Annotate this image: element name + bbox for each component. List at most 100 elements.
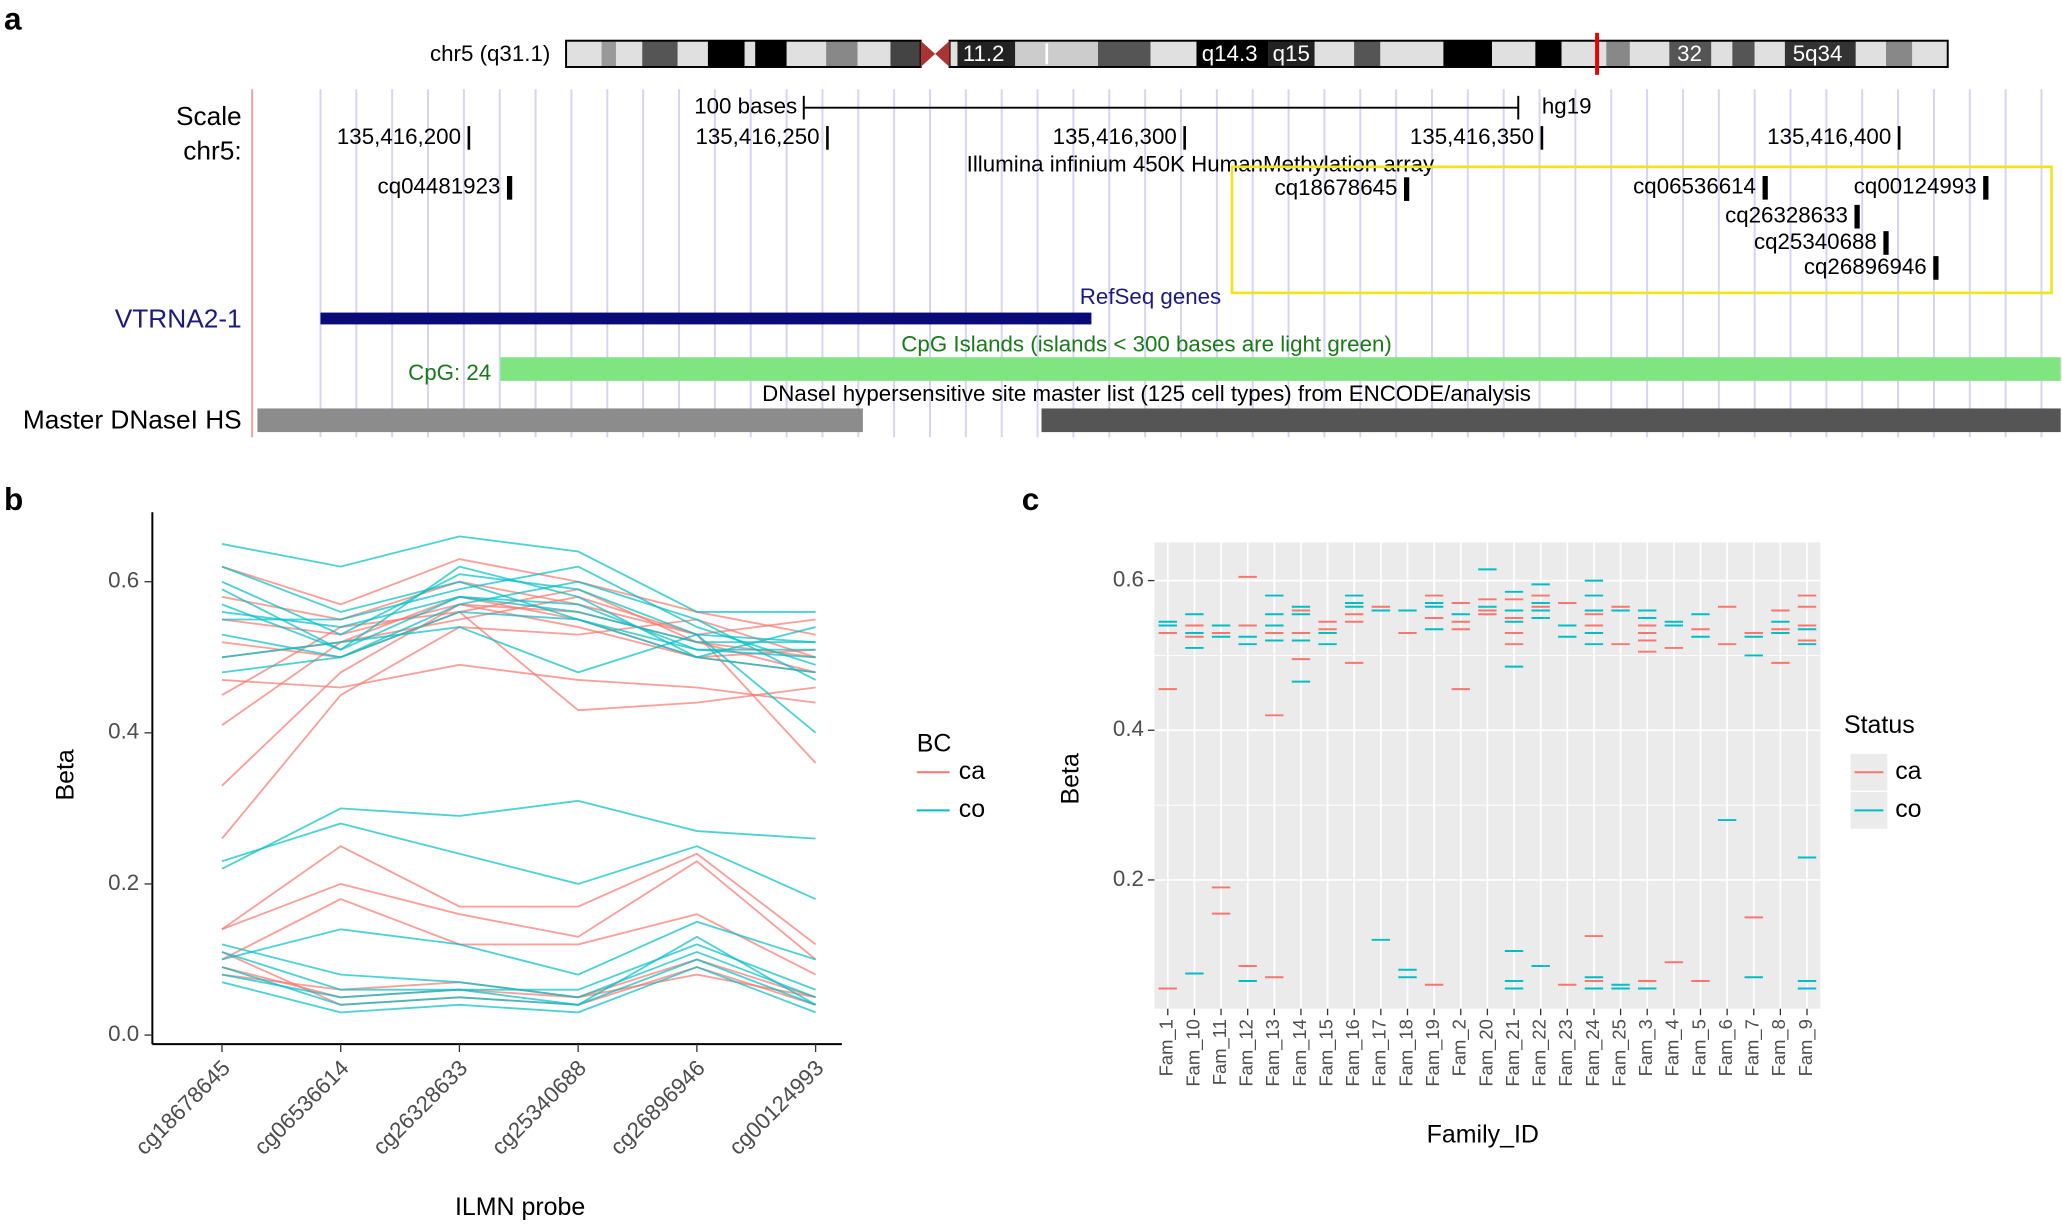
probe-label: cq26896946 [1804,254,1927,279]
legend-title: Status [1844,711,1915,739]
x-tick-label: Fam_10 [1182,1019,1204,1086]
dnase-bar [257,408,863,433]
gene-label: VTRNA2-1 [115,303,242,333]
chrom-label: chr5: [183,135,241,165]
probe-label: cq25340688 [1754,229,1877,254]
probe-label: cq26328633 [1725,203,1848,228]
series-line [221,966,816,1014]
x-tick-label: Fam_24 [1582,1019,1604,1086]
scale-label: Scale [176,101,242,131]
cpg-label: CpG: 24 [408,360,491,385]
assembly-label: hg19 [1542,94,1592,119]
x-tick-label: Fam_23 [1555,1019,1577,1086]
x-tick-label: cg18678645 [130,1055,235,1160]
cpg-bar [500,357,2061,381]
legend-label: co [959,795,985,823]
x-tick-label: Fam_22 [1529,1019,1551,1086]
chromosome-band [707,40,745,67]
series-line [221,663,816,704]
series-line [221,610,816,712]
chromosome-band [1314,40,1355,67]
centromere [920,40,950,67]
gene-bar [320,312,1092,325]
series-line [221,845,817,946]
x-tick-label: Fam_17 [1369,1019,1391,1086]
position-label: 135,416,350 [1410,124,1534,149]
x-tick-label: cg26328633 [368,1055,473,1160]
scale-bar [802,95,1520,120]
chromosome-band [957,40,1016,67]
probe-mark [1403,177,1410,201]
band-label: q15 [1273,41,1310,66]
y-tick-label: 0.4 [1113,716,1144,741]
x-tick-label: cg25340688 [487,1055,592,1160]
legend-label: ca [959,757,985,785]
chromosome-band [1535,40,1562,67]
y-tick-label: 0.6 [108,568,139,593]
probe-mark [1854,204,1860,229]
y-axis-title: Beta [1056,753,1084,804]
x-tick-label: Fam_4 [1662,1019,1684,1076]
chromosome-band [1015,40,1098,67]
chromosome-band [1268,40,1315,67]
series-line [221,920,816,976]
series-line [221,595,816,659]
chromosome-band [1629,40,1670,67]
y-tick-label: 0.2 [1113,866,1144,891]
series-line [221,860,817,961]
series-line [221,935,817,1006]
x-tick-label: Fam_16 [1342,1019,1364,1086]
x-tick-label: Fam_20 [1475,1019,1497,1086]
panel-label: b [4,481,23,517]
probe-mark [1762,175,1768,200]
series-line [221,618,816,840]
series-line [221,595,816,644]
chromosome-band [566,40,602,67]
x-tick-label: Fam_11 [1209,1019,1231,1085]
chromosome-band [1669,40,1712,67]
x-tick-label: cg00124993 [724,1055,829,1160]
dnase-bar [1041,408,2061,433]
x-tick-label: Fam_9 [1795,1019,1817,1076]
x-tick-label: Fam_12 [1236,1019,1258,1086]
series-line [221,611,816,674]
chromosome-band [1912,40,1948,67]
x-tick-label: cg26896946 [605,1055,710,1160]
x-tick-label: Fam_18 [1395,1019,1417,1086]
series-line [221,943,816,991]
track-label: DNaseI hypersensitive site master list (… [762,381,1531,406]
position-label: 135,416,200 [337,124,461,149]
chromosome-band [1354,40,1381,67]
series-line [221,565,816,651]
chromosome-label: chr5 (q31.1) [430,41,550,66]
x-tick-label: Fam_8 [1768,1019,1790,1076]
band-label: 11.2 [963,41,1005,66]
probe-label: cq04481923 [378,174,501,199]
chromosome-band [1443,40,1492,67]
dnase-label: Master DNaseI HS [23,405,242,435]
chromosome-band [826,40,858,67]
x-tick-label: Fam_14 [1289,1019,1311,1086]
chromosome-band [1732,40,1755,67]
band-label: q14.3 [1202,41,1258,66]
x-tick-label: Fam_1 [1156,1019,1178,1076]
y-tick-label: 0.2 [108,870,139,895]
series-line [221,580,817,681]
highlight-box [1230,165,2053,295]
chromosome-band [1196,40,1269,67]
chromosome-band [1784,40,1856,67]
chromosome-band [677,40,708,67]
series-line [221,558,816,636]
scale-bar-label: 100 bases [694,94,797,119]
chromosome-band [1097,40,1151,67]
probe-label: cq00124993 [1854,174,1977,199]
track-label: Illumina infinium 450K HumanMethylation … [967,151,1435,176]
x-tick-label: Fam_7 [1742,1019,1764,1076]
x-tick-label: Fam_19 [1422,1019,1444,1086]
panel-label: a [4,0,22,36]
legend-label: co [1895,795,1921,823]
position-label: 135,416,400 [1767,124,1891,149]
series-line [221,898,817,976]
chromosome-band [1711,40,1733,67]
